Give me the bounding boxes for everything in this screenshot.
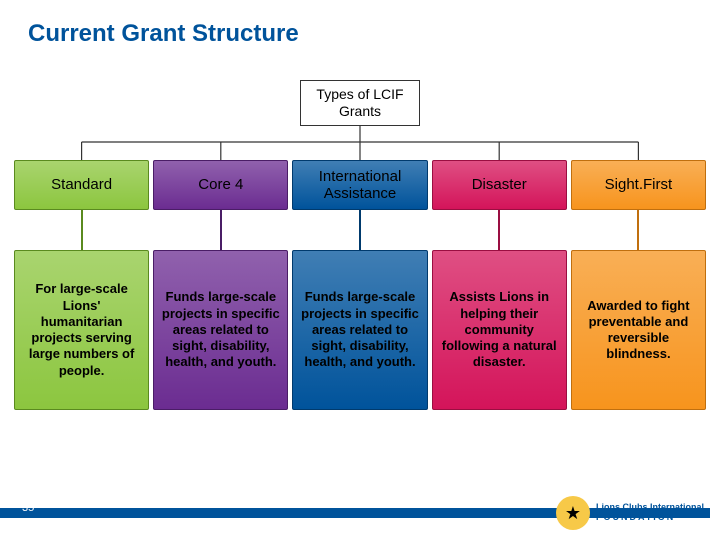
header-core4: Core 4 <box>153 160 288 210</box>
header-standard: Standard <box>14 160 149 210</box>
desc-core4: Funds large-scale projects in specific a… <box>153 250 288 410</box>
vconnector-disaster <box>498 210 500 250</box>
column-sightfirst: Sight.First Awarded to fight preventable … <box>571 160 706 410</box>
desc-sightfirst: Awarded to fight preventable and reversi… <box>571 250 706 410</box>
logo-text: Lions Clubs International FOUNDATION <box>596 503 704 523</box>
footer: 35 ★ Lions Clubs International FOUNDATIO… <box>0 486 720 540</box>
vconnector-international <box>359 210 361 250</box>
column-disaster: Disaster Assists Lions in helping their c… <box>432 160 567 410</box>
footer-logo: ★ Lions Clubs International FOUNDATION <box>556 496 704 530</box>
vconnector-standard <box>81 210 83 250</box>
header-disaster: Disaster <box>432 160 567 210</box>
desc-standard: For large-scale Lions' humanitarian proj… <box>14 250 149 410</box>
column-standard: Standard For large-scale Lions' humanitar… <box>14 160 149 410</box>
vconnector-sightfirst <box>637 210 639 250</box>
lions-emblem-icon: ★ <box>556 496 590 530</box>
desc-disaster: Assists Lions in helping their community… <box>432 250 567 410</box>
page-title: Current Grant Structure <box>28 20 299 48</box>
logo-line2: FOUNDATION <box>596 513 704 523</box>
page-number: 35 <box>22 502 34 514</box>
columns-container: Standard For large-scale Lions' humanitar… <box>14 160 706 410</box>
column-international: International Assistance Funds large-scal… <box>292 160 427 410</box>
desc-international: Funds large-scale projects in specific a… <box>292 250 427 410</box>
header-international: International Assistance <box>292 160 427 210</box>
column-core4: Core 4 Funds large-scale projects in spec… <box>153 160 288 410</box>
root-node: Types of LCIF Grants <box>300 80 420 126</box>
vconnector-core4 <box>220 210 222 250</box>
header-sightfirst: Sight.First <box>571 160 706 210</box>
